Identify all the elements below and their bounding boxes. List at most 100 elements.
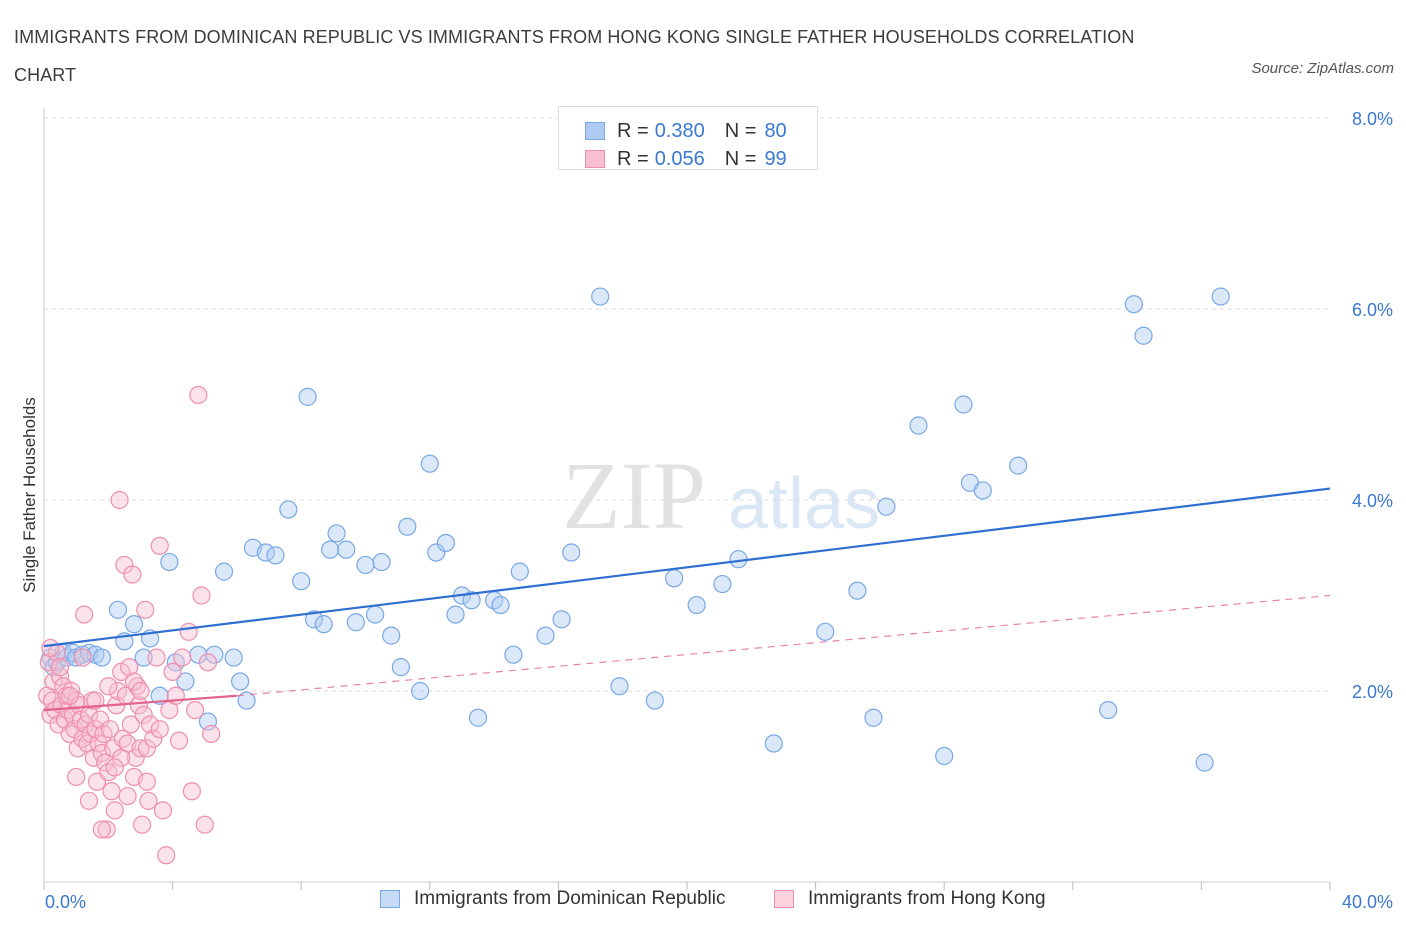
point-dominican <box>124 615 144 634</box>
watermark-zip: ZIP <box>562 442 706 549</box>
point-dominican <box>231 672 250 691</box>
point-hongkong <box>202 724 221 744</box>
point-dominican <box>160 552 179 572</box>
point-hongkong <box>150 536 169 555</box>
point-hongkong <box>67 767 86 787</box>
point-dominican <box>935 746 954 766</box>
point-dominican <box>398 517 417 536</box>
point-hongkong <box>136 600 155 619</box>
legend-swatch-pink <box>774 890 794 908</box>
point-dominican <box>816 622 835 641</box>
point-dominican <box>279 500 298 519</box>
y-tick-label: 4.0% <box>1352 491 1393 511</box>
chart-title: IMMIGRANTS FROM DOMINICAN REPUBLIC VS IM… <box>14 27 1135 85</box>
point-dominican <box>973 481 992 500</box>
point-dominican <box>366 605 385 624</box>
point-hongkong <box>76 715 95 734</box>
point-hongkong <box>192 586 211 605</box>
point-dominican <box>382 626 401 645</box>
point-dominican <box>504 645 523 664</box>
y-tick-label: 8.0% <box>1352 109 1393 129</box>
point-hongkong <box>89 734 108 753</box>
point-dominican <box>266 546 285 565</box>
point-dominican <box>610 677 629 696</box>
legend-item-dominican: Immigrants from Dominican Republic <box>380 888 726 910</box>
point-hongkong <box>120 658 139 677</box>
point-hongkong <box>144 729 163 748</box>
point-hongkong <box>50 667 70 686</box>
point-dominican <box>848 581 867 600</box>
y-axis-title: Single Father Households <box>20 397 39 593</box>
point-hongkong <box>140 715 160 734</box>
legend-swatch-pink <box>585 150 605 168</box>
point-dominican <box>877 497 896 516</box>
point-hongkong <box>110 490 129 510</box>
point-hongkong <box>169 731 189 750</box>
point-dominican <box>304 610 324 629</box>
point-hongkong <box>153 801 173 820</box>
point-dominican <box>108 600 128 619</box>
point-dominican <box>346 613 365 632</box>
source-label: Source: ZipAtlas.com <box>1251 60 1394 77</box>
point-hongkong <box>121 715 140 734</box>
point-hongkong <box>129 696 148 715</box>
point-hongkong <box>97 820 116 839</box>
y-tick-label: 2.0% <box>1352 682 1393 702</box>
legend-r-value: 0.380 <box>654 119 705 142</box>
point-dominican <box>411 681 430 701</box>
point-hongkong <box>105 758 124 777</box>
point-hongkong <box>99 677 118 696</box>
point-hongkong <box>124 672 144 691</box>
legend-n-value: 99 <box>764 147 787 170</box>
legend-row-hongkong: R = 0.056 N = 99 <box>585 146 787 172</box>
point-hongkong <box>73 648 92 667</box>
point-dominican <box>298 387 317 406</box>
point-dominican <box>462 591 481 610</box>
point-dominican <box>536 626 555 645</box>
point-hongkong <box>60 686 79 705</box>
point-dominican <box>292 572 311 591</box>
point-hongkong <box>195 815 214 834</box>
point-hongkong <box>50 658 70 677</box>
point-dominican <box>92 648 111 667</box>
point-hongkong <box>68 739 87 758</box>
point-dominican <box>764 734 783 753</box>
legend-n-label: N = <box>724 119 757 142</box>
point-hongkong <box>137 772 156 791</box>
point-dominican <box>356 555 375 575</box>
point-dominican <box>468 708 488 727</box>
point-hongkong <box>173 648 192 667</box>
point-dominican <box>1134 326 1153 345</box>
point-dominican <box>909 416 928 435</box>
series-legend: Immigrants from Dominican Republic Immig… <box>0 888 1406 916</box>
point-dominican <box>1124 295 1143 314</box>
point-hongkong <box>137 739 156 758</box>
point-dominican <box>713 574 732 594</box>
point-hongkong <box>147 648 166 667</box>
point-hongkong <box>163 662 182 682</box>
point-hongkong <box>105 801 124 820</box>
point-dominican <box>321 540 340 559</box>
point-hongkong <box>139 791 158 810</box>
point-dominican <box>337 540 356 559</box>
legend-r-value: 0.056 <box>654 147 705 170</box>
legend-label-hongkong: Immigrants from Hong Kong <box>808 888 1046 909</box>
legend-r-label: R = <box>617 119 649 142</box>
point-dominican <box>1009 456 1028 475</box>
point-dominican <box>327 524 346 543</box>
trendline-dominican <box>43 487 1331 648</box>
point-hongkong <box>92 820 111 839</box>
point-dominican <box>446 605 465 624</box>
point-dominican <box>1195 753 1214 772</box>
legend-swatch-blue <box>380 890 400 908</box>
point-dominican <box>214 562 234 581</box>
legend-swatch-blue <box>585 122 605 140</box>
trendline-hongkong <box>43 694 237 712</box>
point-dominican <box>510 562 529 581</box>
x-tick-label-max: 40.0% <box>1342 892 1393 912</box>
point-dominican <box>427 543 446 562</box>
point-dominican <box>150 686 169 705</box>
point-dominican <box>1211 287 1230 306</box>
point-hongkong <box>131 681 150 701</box>
